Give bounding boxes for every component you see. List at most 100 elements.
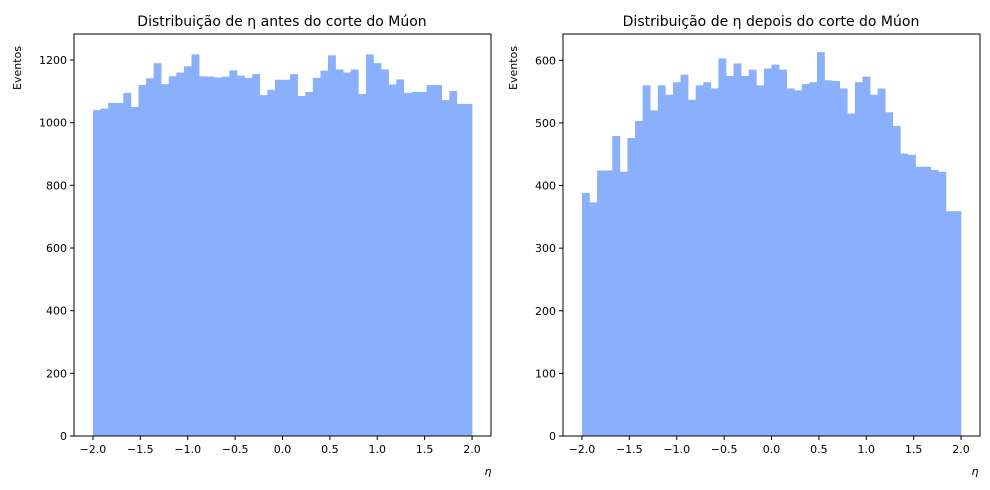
histogram-bar bbox=[396, 79, 405, 437]
histogram-bar bbox=[161, 84, 170, 436]
histogram-bar bbox=[206, 76, 215, 437]
plot-frame bbox=[562, 33, 981, 437]
histogram-bar bbox=[146, 78, 154, 437]
histogram-bar bbox=[597, 170, 605, 436]
histogram-bar bbox=[718, 58, 727, 437]
x-tick-label: 0.0 bbox=[763, 443, 781, 456]
histogram-bar bbox=[877, 88, 886, 436]
histogram-bar bbox=[627, 137, 636, 436]
chart-title: Distribuição de η depois do corte do Múo… bbox=[623, 14, 920, 30]
histogram-bar bbox=[229, 70, 238, 436]
y-tick-label: 0 bbox=[60, 430, 67, 443]
histogram-bar bbox=[183, 66, 192, 437]
histogram-bar bbox=[779, 69, 787, 436]
plot-frame bbox=[73, 33, 492, 437]
histogram-bar bbox=[680, 74, 689, 436]
histogram-bar bbox=[320, 70, 329, 436]
histogram-bar bbox=[832, 80, 841, 437]
histogram-bar bbox=[214, 77, 223, 437]
histogram-bar bbox=[733, 63, 742, 437]
histogram-bar bbox=[403, 92, 412, 436]
histogram-bar bbox=[365, 54, 374, 437]
x-tick-label: −1.5 bbox=[127, 443, 154, 456]
histogram-bar bbox=[635, 121, 643, 436]
histogram-bar bbox=[642, 85, 651, 436]
histogram-bar bbox=[619, 171, 628, 436]
y-tick-label: 400 bbox=[46, 305, 67, 318]
histogram-bar bbox=[381, 69, 389, 436]
histogram-after-cut: 0 100 200 300 400 500 600 −2.0 −1.5 −1.0 −0.5 0.0 0… bbox=[507, 14, 981, 478]
histogram-bar bbox=[350, 69, 359, 436]
histogram-bar bbox=[418, 91, 427, 436]
histogram-bar bbox=[456, 103, 465, 437]
histogram-bar bbox=[741, 75, 750, 436]
histogram-bar bbox=[108, 102, 116, 437]
histogram-bar bbox=[259, 95, 268, 436]
histogram-bar bbox=[771, 64, 780, 437]
y-tick-label: 500 bbox=[535, 117, 556, 130]
histogram-bar bbox=[801, 84, 810, 436]
histogram-bar bbox=[657, 85, 666, 436]
histogram-bar bbox=[282, 79, 291, 436]
histogram-bar bbox=[449, 91, 458, 436]
y-tick-label: 1000 bbox=[39, 117, 67, 130]
y-tick-label: 0 bbox=[549, 430, 556, 443]
x-tick-label: 1.5 bbox=[905, 443, 923, 456]
histogram-bar bbox=[930, 169, 939, 436]
histogram-bar bbox=[900, 153, 909, 436]
histogram-bar bbox=[695, 85, 704, 436]
histogram-bar bbox=[612, 136, 621, 436]
x-tick-label: 1.5 bbox=[416, 443, 434, 456]
x-tick-label: −1.5 bbox=[616, 443, 643, 456]
histogram-bar bbox=[191, 54, 200, 437]
histogram-bar bbox=[726, 75, 734, 436]
y-tick-label: 600 bbox=[46, 242, 67, 255]
histogram-bar bbox=[589, 202, 598, 436]
histogram-bar bbox=[756, 85, 765, 436]
histogram-bar bbox=[221, 76, 230, 437]
histogram-bar bbox=[130, 107, 139, 436]
histogram-bar bbox=[411, 91, 420, 436]
histogram-bar bbox=[312, 77, 321, 437]
y-tick-label: 300 bbox=[535, 242, 556, 255]
histogram-bar bbox=[816, 52, 825, 436]
y-tick-label: 200 bbox=[535, 305, 556, 318]
histogram-bar bbox=[138, 85, 147, 436]
histogram-bar bbox=[244, 77, 253, 437]
histogram-bar bbox=[604, 170, 613, 436]
histogram-bar bbox=[786, 88, 795, 436]
histogram-bar bbox=[252, 74, 261, 437]
x-tick-label: 0.5 bbox=[321, 443, 339, 456]
histogram-bar bbox=[297, 96, 306, 436]
x-tick-label: 1.0 bbox=[369, 443, 387, 456]
x-tick-label: −1.0 bbox=[663, 443, 690, 456]
histogram-bar bbox=[892, 126, 901, 437]
histogram-bar bbox=[953, 211, 962, 436]
y-tick-label: 200 bbox=[46, 367, 67, 380]
x-axis-ticks: −2.0 −1.5 −1.0 −0.5 0.0 0.5 1.0 1.5 2.0 bbox=[80, 436, 481, 456]
y-tick-label: 600 bbox=[535, 54, 556, 67]
histogram-bar bbox=[862, 76, 871, 436]
histogram-bar bbox=[839, 88, 848, 436]
histogram-bar bbox=[763, 68, 772, 436]
y-axis-label: Eventos bbox=[11, 46, 24, 90]
y-axis-ticks: 0 200 400 600 800 1000 1200 bbox=[39, 54, 74, 443]
histogram-bar bbox=[703, 82, 712, 437]
histogram-bars bbox=[581, 52, 962, 437]
x-tick-label: −2.0 bbox=[80, 443, 107, 456]
x-tick-label: −1.0 bbox=[174, 443, 201, 456]
histogram-bar bbox=[915, 166, 924, 436]
x-tick-label: 0.0 bbox=[274, 443, 292, 456]
histogram-bar bbox=[688, 99, 696, 436]
histogram-bar bbox=[426, 85, 435, 436]
histogram-bar bbox=[153, 63, 162, 436]
y-tick-label: 1200 bbox=[39, 54, 67, 67]
y-axis-ticks: 0 100 200 300 400 500 600 bbox=[535, 54, 563, 443]
histogram-bar bbox=[665, 94, 674, 437]
histogram-bar bbox=[938, 171, 947, 436]
x-tick-label: 1.0 bbox=[858, 443, 876, 456]
histogram-bar bbox=[434, 85, 443, 436]
histogram-bar bbox=[824, 80, 833, 436]
histogram-bar bbox=[870, 94, 878, 437]
x-tick-label: −0.5 bbox=[711, 443, 738, 456]
